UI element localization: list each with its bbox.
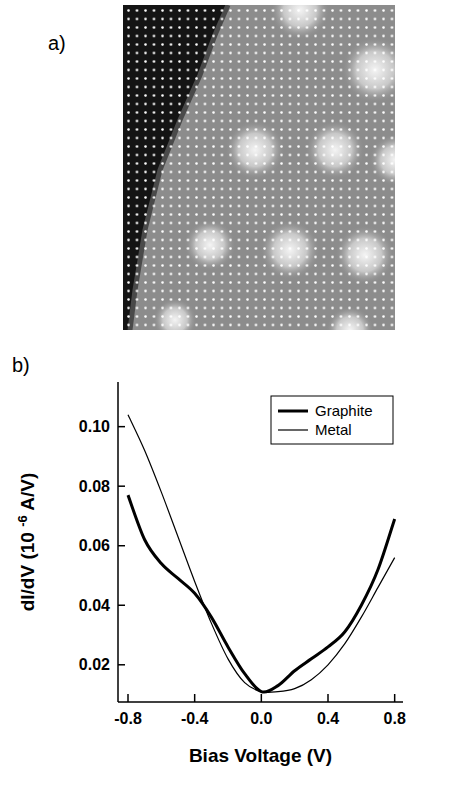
x-axis xyxy=(118,701,403,703)
y-tick-label: 0.06 xyxy=(79,537,110,554)
y-tick-label: 0.04 xyxy=(79,597,110,614)
y-tick xyxy=(118,664,125,666)
legend-label: Graphite xyxy=(315,402,373,419)
panel-label: b) xyxy=(12,354,30,376)
x-tick-label: -0.4 xyxy=(181,710,209,727)
measurement-grid xyxy=(123,5,395,330)
legend-box xyxy=(271,396,393,444)
x-tick-label: 0.8 xyxy=(384,710,406,727)
x-tick xyxy=(394,694,396,702)
y-axis-title-part: A/V) xyxy=(17,473,38,516)
legend-label: Metal xyxy=(315,421,352,438)
y-tick xyxy=(118,485,125,487)
figure-svg: a) b) 0.02 0.04 0.06 0.08 0.10 -0.8 -0.4 0.0 0.4 0.… xyxy=(0,0,458,800)
x-axis-title: Bias Voltage (V) xyxy=(189,745,332,766)
y-tick-label: 0.10 xyxy=(79,418,110,435)
x-tick xyxy=(327,694,329,702)
y-axis-title-exponent: -6 xyxy=(15,515,30,527)
y-axis xyxy=(117,382,119,702)
y-axis-title: dI/dV (10 -6 A/V) xyxy=(15,473,38,612)
terrace-region xyxy=(123,5,395,330)
panel-label: a) xyxy=(48,32,66,54)
y-tick xyxy=(118,605,125,607)
y-axis-title-part: dI/dV (10 xyxy=(17,527,38,611)
y-tick-label: 0.02 xyxy=(79,656,110,673)
y-tick xyxy=(118,426,125,428)
y-tick xyxy=(118,545,125,547)
x-tick-label: -0.8 xyxy=(114,710,142,727)
x-tick xyxy=(127,694,129,702)
legend-swatch xyxy=(278,429,308,430)
x-tick-label: 0.4 xyxy=(317,710,339,727)
legend-swatch xyxy=(278,410,308,413)
figure: a) b) 0.02 0.04 0.06 0.08 0.10 -0.8 -0.4 0.0 0.4 0.… xyxy=(0,0,458,800)
x-tick xyxy=(194,694,196,702)
x-tick xyxy=(261,694,263,702)
stm-image xyxy=(123,5,395,330)
y-tick-label: 0.08 xyxy=(79,478,110,495)
series-line xyxy=(128,495,395,692)
plot-lines xyxy=(128,415,395,693)
x-tick-label: 0.0 xyxy=(250,710,272,727)
legend: Graphite Metal xyxy=(271,396,393,444)
series-line xyxy=(128,415,395,693)
